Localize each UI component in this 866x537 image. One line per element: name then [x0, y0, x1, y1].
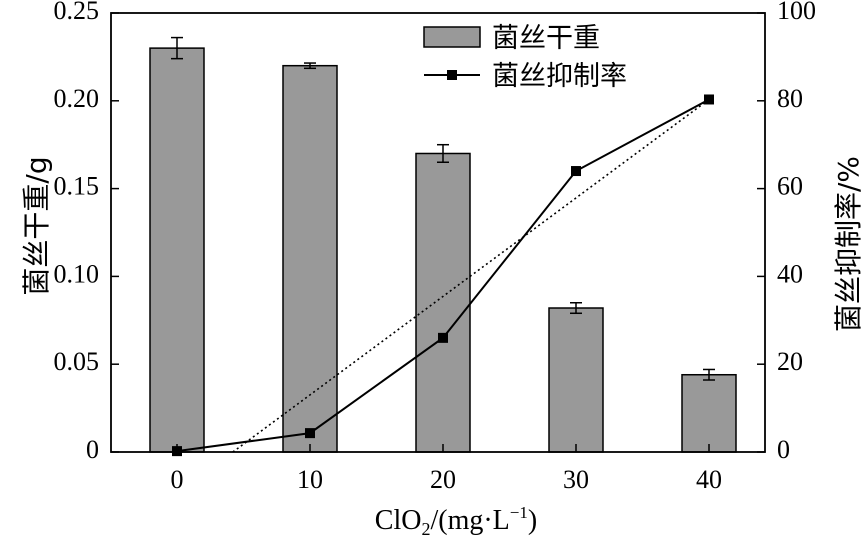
right-y-tick-label-0: 0: [777, 435, 790, 464]
x-tick-label-2: 20: [430, 465, 456, 494]
left-y-tick-label-3: 0.15: [54, 172, 100, 201]
legend-swatch-marker: [447, 70, 457, 80]
plot-area: [110, 12, 766, 457]
bar-2: [415, 152, 471, 453]
bar-4: [681, 373, 737, 453]
right-y-tick-label-3: 60: [777, 172, 803, 201]
bar-0: [149, 47, 205, 453]
x-axis-ticks: 0 10 20 30 40: [171, 444, 722, 494]
x-tick-label-1: 10: [297, 465, 323, 494]
left-y-axis-title: 菌丝干重/g: [20, 156, 53, 295]
x-tick-label-3: 30: [563, 465, 589, 494]
left-y-tick-label-2: 0.10: [54, 259, 100, 288]
left-y-tick-label-0: 0: [86, 435, 99, 464]
left-y-axis-ticks: 0 0.05 0.10 0.15 0.20 0.25: [54, 0, 119, 464]
left-y-tick-label-5: 0.25: [54, 0, 100, 25]
x-axis-title-mid: /(mg·L: [430, 505, 509, 536]
left-y-tick-label-4: 0.20: [54, 84, 100, 113]
right-y-tick-label-2: 40: [777, 259, 803, 288]
bar-3: [548, 307, 604, 453]
legend-label-line: 菌丝抑制率: [492, 61, 627, 92]
inhibition-point-1: [305, 428, 315, 439]
right-y-tick-label-1: 20: [777, 347, 803, 376]
x-axis-title-main: ClO: [375, 505, 422, 536]
right-y-axis-ticks: 0 20 40 60 80 100: [757, 0, 816, 464]
trend-line: [232, 98, 710, 453]
right-y-tick-label-5: 100: [777, 0, 816, 25]
x-axis-title-sub: 2: [421, 519, 430, 537]
x-tick-label-0: 0: [171, 465, 184, 494]
legend-swatch-bar: [423, 26, 481, 48]
legend: 菌丝干重 菌丝抑制率: [423, 23, 627, 92]
plot-frame: [110, 12, 766, 453]
x-tick-label-4: 40: [696, 465, 722, 494]
inhibition-point-2: [438, 332, 448, 343]
right-y-tick-label-4: 80: [777, 84, 803, 113]
inhibition-point-3: [571, 166, 581, 177]
bar-1: [282, 64, 338, 453]
inhibition-point-4: [704, 94, 714, 105]
x-axis-title: ClO2/(mg·L−1): [375, 503, 537, 537]
right-y-axis-title: 菌丝抑制率/%: [832, 156, 865, 332]
legend-label-bar: 菌丝干重: [492, 23, 600, 54]
x-axis-title-end: ): [528, 505, 537, 536]
left-y-tick-label-1: 0.05: [54, 347, 100, 376]
x-axis-title-sup: −1: [510, 503, 528, 522]
